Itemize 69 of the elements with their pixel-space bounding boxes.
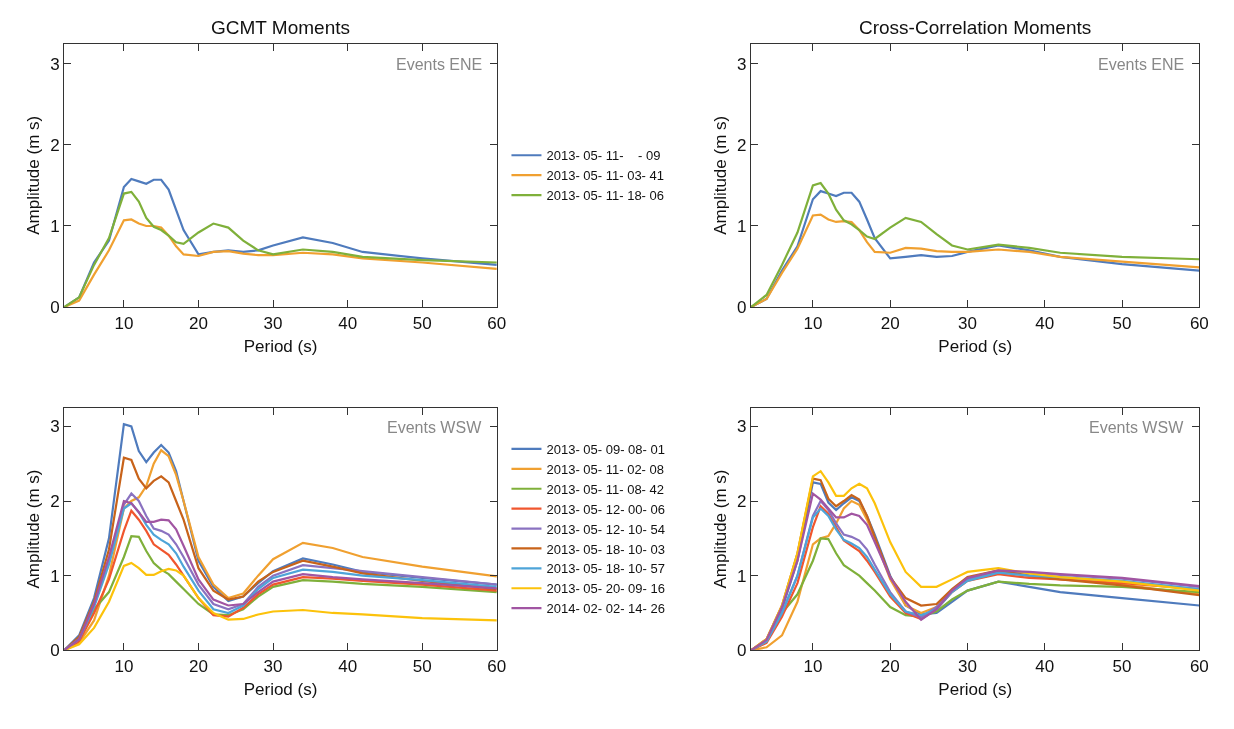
y-tick-label: 1 (737, 216, 747, 236)
y-tick-label: 0 (737, 298, 747, 318)
y-axis-title: Amplitude (m s) (710, 115, 730, 235)
legend-label: 2013- 05- 12- 10- 54 (546, 521, 665, 537)
x-axis-title: Period (s) (243, 680, 318, 700)
legend-label: 2013- 05- 11- 18- 06 (546, 188, 665, 204)
y-tick-label: 3 (737, 417, 747, 437)
y-tick-label: 1 (737, 566, 747, 586)
annotation: Events WSW (387, 419, 483, 436)
x-tick-label: 60 (1189, 656, 1209, 676)
x-tick-label: 50 (412, 313, 432, 333)
y-axis-title: Amplitude (m s) (23, 115, 43, 235)
x-axis-title: Period (s) (938, 336, 1013, 356)
legend-label: 2013- 05- 11- - 09 (546, 148, 661, 164)
x-tick-label: 20 (880, 656, 900, 676)
x-tick-label: 30 (263, 656, 283, 676)
x-tick-label: 60 (1189, 313, 1209, 333)
y-tick-label: 3 (737, 54, 747, 74)
legend-label: 2013- 05- 11- 03- 41 (546, 168, 665, 184)
annotation: Events ENE (1098, 56, 1185, 73)
x-tick-label: 50 (1112, 313, 1132, 333)
legend-label: 2013- 05- 18- 10- 03 (546, 541, 665, 557)
x-tick-label: 30 (263, 313, 283, 333)
y-tick-label: 3 (50, 54, 60, 74)
y-axis-title: Amplitude (m s) (23, 469, 43, 589)
x-tick-label: 60 (487, 656, 507, 676)
chart-title: GCMT Moments (211, 17, 351, 38)
x-tick-label: 20 (880, 313, 900, 333)
y-tick-label: 2 (737, 135, 747, 155)
x-axis-title: Period (s) (243, 336, 318, 356)
x-tick-label: 10 (114, 656, 134, 676)
x-tick-label: 10 (803, 656, 823, 676)
y-tick-label: 0 (50, 298, 60, 318)
x-tick-label: 30 (958, 656, 977, 676)
legend-label: 2013- 05- 09- 08- 01 (546, 442, 665, 458)
legend-label: 2013- 05- 11- 02- 08 (546, 461, 665, 477)
y-tick-label: 2 (737, 491, 747, 511)
line-series (64, 561, 497, 651)
x-tick-label: 20 (189, 656, 208, 676)
legend-label: 2013- 05- 11- 08- 42 (546, 481, 665, 497)
x-tick-label: 20 (189, 313, 208, 333)
legend-label: 2014- 02- 02- 14- 26 (546, 601, 665, 617)
y-tick-label: 2 (50, 135, 60, 155)
y-tick-label: 2 (50, 491, 60, 511)
x-tick-label: 30 (958, 313, 977, 333)
annotation: Events WSW (1089, 419, 1185, 436)
line-series (751, 213, 1200, 308)
line-series (64, 218, 497, 308)
y-tick-label: 1 (50, 566, 60, 586)
x-tick-label: 50 (1112, 656, 1132, 676)
chart-title: Cross-Correlation Moments (859, 17, 1092, 38)
x-tick-label: 10 (114, 313, 134, 333)
x-axis-title: Period (s) (938, 680, 1013, 700)
y-tick-label: 1 (50, 216, 60, 236)
legend-label: 2013- 05- 20- 09- 16 (546, 581, 665, 597)
y-axis-title: Amplitude (m s) (710, 469, 730, 589)
x-tick-label: 50 (412, 656, 432, 676)
legend-label: 2013- 05- 18- 10- 57 (546, 561, 665, 577)
y-tick-label: 0 (50, 641, 60, 661)
y-tick-label: 0 (737, 641, 747, 661)
legend-label: 2013- 05- 12- 00- 06 (546, 501, 665, 517)
x-tick-label: 60 (487, 313, 507, 333)
x-tick-label: 10 (803, 313, 823, 333)
y-tick-label: 3 (50, 417, 60, 437)
x-tick-label: 40 (1035, 656, 1055, 676)
annotation: Events ENE (396, 56, 483, 73)
x-tick-label: 40 (338, 313, 358, 333)
x-tick-label: 40 (338, 656, 358, 676)
x-tick-label: 40 (1035, 313, 1055, 333)
